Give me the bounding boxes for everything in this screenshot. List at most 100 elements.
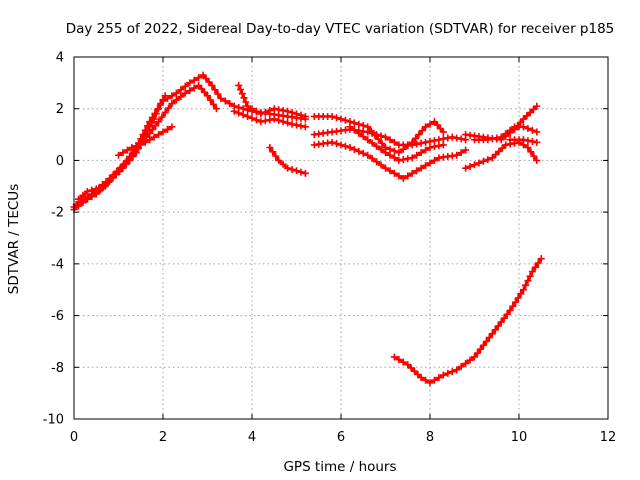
data-point-marker — [101, 182, 109, 190]
data-point-marker — [462, 146, 470, 154]
data-point-marker — [235, 109, 243, 117]
x-axis-label: GPS time / hours — [283, 459, 396, 475]
data-point-marker — [337, 141, 345, 149]
data-point-marker — [488, 135, 496, 143]
data-point-marker — [221, 97, 229, 105]
data-point-marker — [204, 92, 211, 100]
data-point-marker — [206, 96, 214, 104]
data-point-marker — [404, 155, 412, 163]
data-point-marker — [341, 116, 349, 124]
data-point-marker — [328, 138, 336, 146]
data-series — [390, 255, 545, 387]
data-point-marker — [74, 202, 82, 210]
data-point-marker — [288, 165, 296, 173]
data-point-marker — [395, 356, 403, 364]
data-point-marker — [524, 125, 532, 133]
data-series — [74, 185, 100, 203]
data-point-marker — [435, 374, 443, 382]
data-point-marker — [413, 167, 421, 175]
data-point-marker — [108, 174, 116, 182]
data-point-marker — [386, 145, 394, 153]
data-point-marker — [444, 134, 452, 142]
data-point-marker — [248, 105, 256, 113]
data-point-marker — [244, 112, 252, 120]
data-point-marker — [244, 102, 252, 110]
data-point-marker — [448, 368, 456, 376]
data-point-marker — [333, 140, 341, 148]
data-point-marker — [275, 156, 283, 164]
data-point-marker — [475, 159, 483, 167]
data-point-marker — [399, 358, 407, 366]
data-point-marker — [517, 290, 525, 298]
data-point-marker — [112, 170, 120, 178]
data-point-marker — [115, 151, 122, 159]
data-point-marker — [146, 129, 154, 137]
data-point-marker — [408, 154, 416, 162]
data-point-marker — [301, 112, 309, 120]
data-point-marker — [378, 139, 386, 147]
data-point-marker — [270, 115, 278, 123]
data-point-marker — [484, 156, 492, 164]
data-point-marker — [355, 120, 363, 128]
data-point-marker — [297, 111, 305, 119]
data-point-marker — [395, 156, 403, 164]
data-point-marker — [214, 90, 222, 98]
data-point-marker — [172, 89, 180, 97]
data-point-marker — [417, 374, 425, 382]
data-series — [266, 144, 309, 177]
y-axis-label: SDTVAR / TECUs — [6, 184, 22, 294]
data-point-marker — [399, 156, 407, 164]
data-point-marker — [150, 133, 158, 141]
data-series — [115, 123, 176, 159]
series-line — [74, 84, 218, 206]
data-point-marker — [390, 154, 398, 162]
data-point-marker — [430, 143, 438, 151]
data-point-marker — [453, 366, 461, 374]
data-series — [471, 123, 541, 144]
data-point-marker — [92, 185, 100, 193]
data-point-marker — [148, 114, 156, 122]
data-point-marker — [519, 286, 527, 294]
data-point-marker — [466, 356, 474, 364]
data-point-marker — [217, 94, 225, 102]
data-point-marker — [435, 136, 443, 144]
grid — [74, 57, 608, 419]
data-point-marker — [426, 144, 434, 151]
data-point-marker — [404, 361, 412, 369]
data-point-marker — [226, 100, 234, 108]
data-point-marker — [163, 94, 171, 102]
x-tick-label: 12 — [600, 430, 617, 445]
data-point-marker — [155, 118, 163, 126]
data-point-marker — [502, 130, 510, 138]
data-point-marker — [514, 294, 522, 302]
data-point-marker — [123, 146, 131, 154]
data-point-marker — [297, 122, 305, 130]
data-point-marker — [288, 120, 296, 128]
data-point-marker — [485, 334, 493, 342]
data-point-marker — [266, 106, 274, 114]
data-point-marker — [476, 345, 484, 353]
data-point-marker — [395, 149, 403, 157]
y-tick-label: 2 — [56, 102, 64, 117]
data-point-marker — [413, 140, 421, 148]
data-series — [506, 136, 541, 146]
data-point-marker — [79, 191, 87, 199]
data-point-marker — [444, 369, 452, 377]
data-point-marker — [297, 168, 305, 176]
data-point-marker — [350, 126, 358, 134]
data-point-marker — [364, 151, 372, 159]
data-point-marker — [172, 96, 180, 104]
data-point-marker — [500, 314, 508, 322]
data-point-marker — [293, 167, 300, 175]
data-point-marker — [526, 272, 534, 280]
data-point-marker — [209, 100, 217, 108]
data-point-marker — [377, 145, 385, 153]
data-point-marker — [269, 148, 277, 156]
x-tick-label: 6 — [337, 430, 345, 445]
axis-ticks: 0 2 4 6 8 10 12 -10 -8 -6 -4 -2 0 2 4 — [43, 51, 617, 446]
data-point-marker — [128, 144, 136, 151]
data-point-marker — [371, 131, 379, 139]
data-point-marker — [129, 148, 137, 156]
data-point-marker — [439, 135, 447, 143]
data-point-marker — [368, 154, 376, 162]
